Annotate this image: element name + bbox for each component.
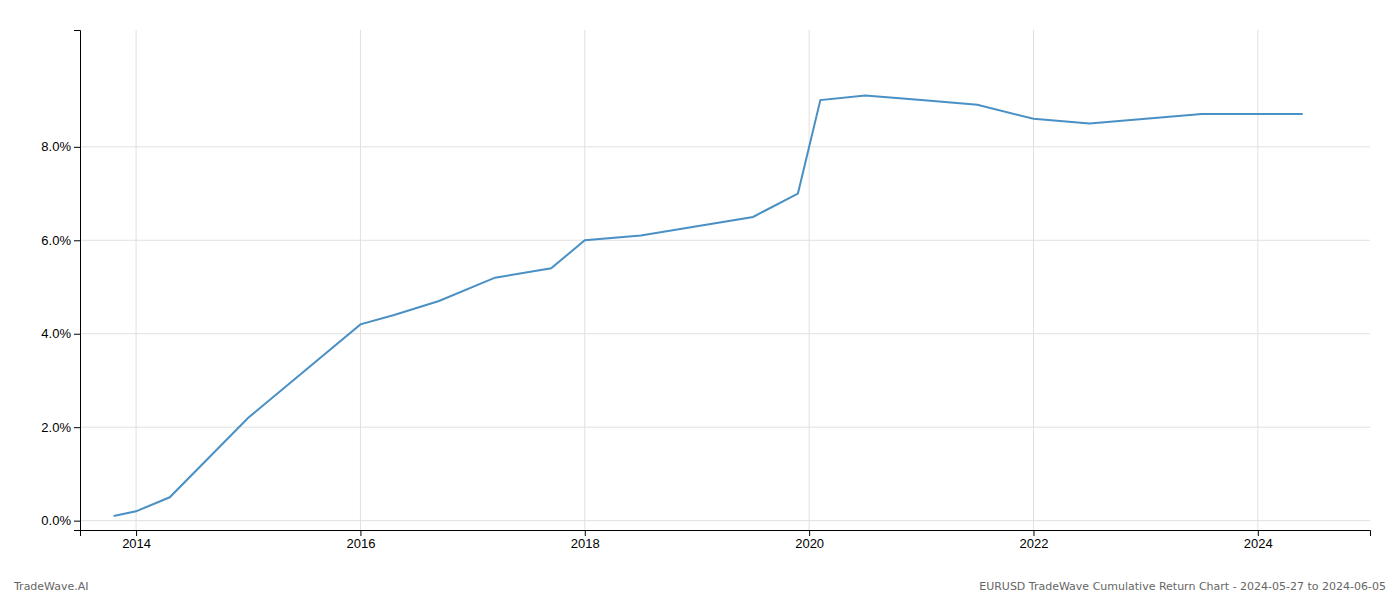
x-tick-label: 2018: [571, 536, 600, 551]
line: [114, 95, 1303, 516]
grid-line-y: [80, 520, 1370, 521]
y-tick: 0.0%: [41, 513, 80, 528]
y-tick-label: 6.0%: [41, 233, 71, 248]
x-tick-mark: [585, 530, 586, 536]
x-tick: 2018: [571, 530, 600, 551]
x-axis-line: [81, 531, 1371, 537]
footer-right: EURUSD TradeWave Cumulative Return Chart…: [979, 580, 1386, 593]
y-tick-label: 8.0%: [41, 139, 71, 154]
marks: [114, 95, 1303, 516]
y-tick: 6.0%: [41, 233, 80, 248]
grid-line-x: [1033, 30, 1034, 530]
y-tick-label: 4.0%: [41, 326, 71, 341]
grid-line-x: [136, 30, 137, 530]
grid-line-y: [80, 333, 1370, 334]
y-tick-mark: [74, 521, 80, 522]
y-tick-label: 0.0%: [41, 513, 71, 528]
grid-line-x: [584, 30, 585, 530]
x-tick: 2020: [795, 530, 824, 551]
y-tick-mark: [74, 334, 80, 335]
y-tick-mark: [74, 147, 80, 148]
y-tick: 8.0%: [41, 139, 80, 154]
x-tick-label: 2020: [795, 536, 824, 551]
chart-root: 2014 2016 2018 2020 2022 2024 0.0% 2.0% 4.0% 6.0%…: [0, 0, 1400, 600]
x-tick-mark: [136, 530, 137, 536]
grid-line-x: [809, 30, 810, 530]
x-tick-mark: [360, 530, 361, 536]
y-axis-line: [74, 31, 81, 531]
y-tick: 4.0%: [41, 326, 80, 341]
grid-line-x: [1257, 30, 1258, 530]
grid: [80, 30, 1370, 530]
plot-area: 2014 2016 2018 2020 2022 2024 0.0% 2.0% 4.0% 6.0%…: [41, 30, 1370, 551]
x-tick-label: 2016: [346, 536, 375, 551]
grid-line-y: [80, 146, 1370, 147]
x-tick-label: 2014: [122, 536, 151, 551]
x-tick-mark: [1033, 530, 1034, 536]
y-tick-mark: [74, 427, 80, 428]
x-tick: 2022: [1020, 530, 1049, 551]
y-axis: 0.0% 2.0% 4.0% 6.0% 8.0%: [41, 31, 80, 531]
footer-left: TradeWave.AI: [13, 580, 89, 593]
y-tick-label: 2.0%: [41, 420, 71, 435]
x-tick: 2014: [122, 530, 151, 551]
x-tick: 2016: [346, 530, 375, 551]
x-tick-label: 2022: [1020, 536, 1049, 551]
x-tick: 2024: [1244, 530, 1273, 551]
grid-line-y: [80, 427, 1370, 428]
grid-line-x: [360, 30, 361, 530]
x-tick-mark: [1258, 530, 1259, 536]
y-tick: 2.0%: [41, 420, 80, 435]
y-tick-mark: [74, 240, 80, 241]
x-axis: 2014 2016 2018 2020 2022 2024: [81, 530, 1371, 551]
x-tick-mark: [809, 530, 810, 536]
x-tick-label: 2024: [1244, 536, 1273, 551]
grid-line-y: [80, 240, 1370, 241]
